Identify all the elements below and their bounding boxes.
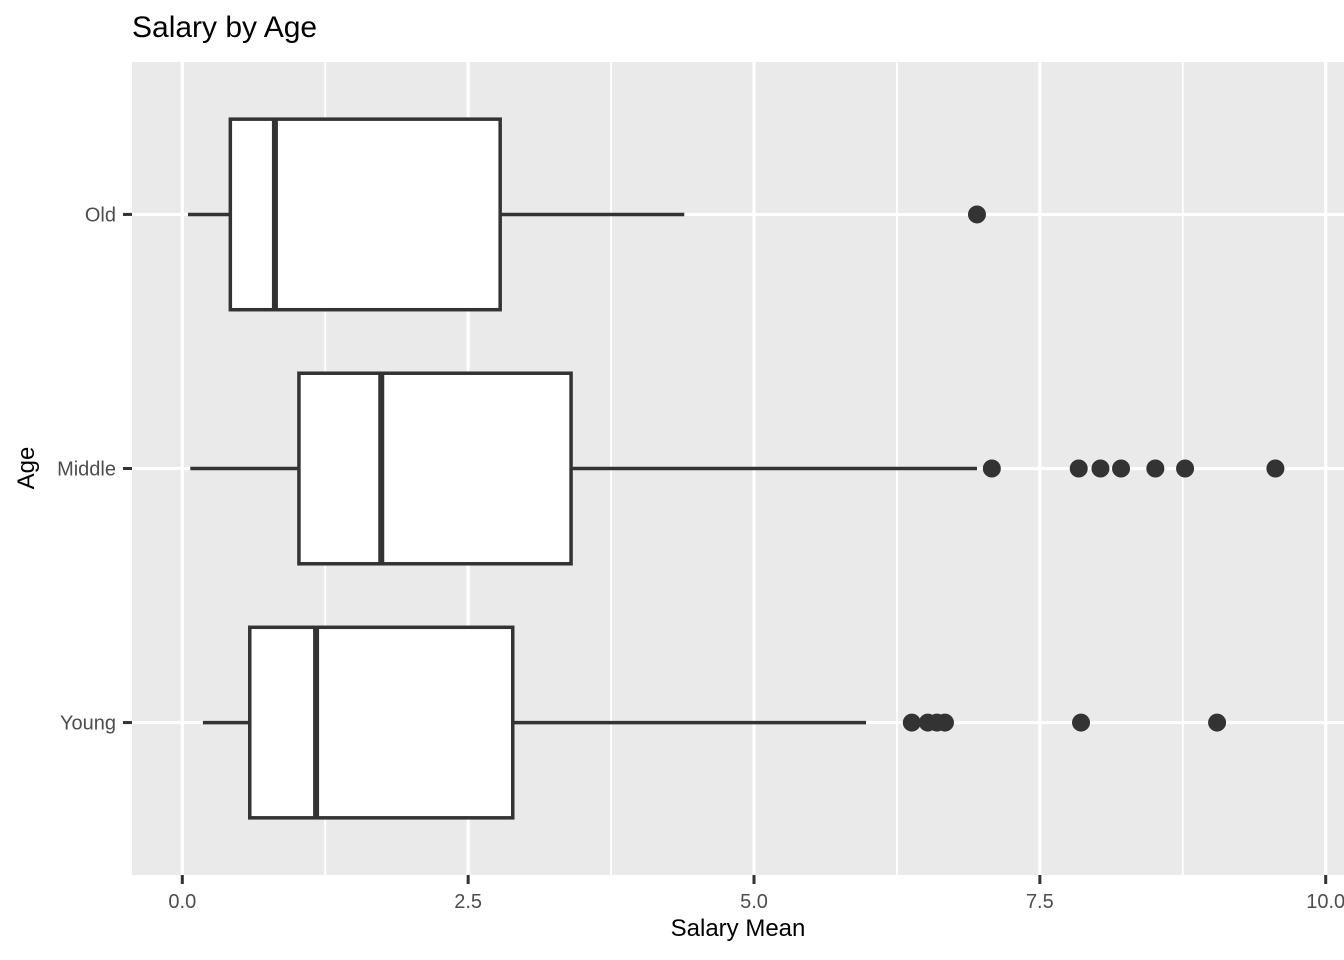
boxplot-young-outlier-point <box>935 713 954 732</box>
y-axis-title: Age <box>13 446 40 490</box>
boxplot-middle-outlier-point <box>1091 459 1110 478</box>
y-tick-label: Old <box>85 204 116 226</box>
boxplot-middle-outlier-point <box>1146 459 1165 478</box>
boxplot-middle-outlier-point <box>1266 459 1285 478</box>
y-tick-label: Young <box>60 713 116 735</box>
x-tick-label: 0.0 <box>168 891 196 913</box>
chart-title: Salary by Age <box>132 11 318 44</box>
x-tick-label: 10.0 <box>1306 891 1344 913</box>
x-tick-label: 7.5 <box>1026 891 1054 913</box>
boxplot-middle-box <box>297 371 573 566</box>
boxplot-old-outlier-point <box>967 205 986 224</box>
boxplot-young-outlier-point <box>1208 713 1227 732</box>
boxplot-middle-outlier-point <box>1112 459 1131 478</box>
boxplot-middle-outlier-point <box>1176 459 1195 478</box>
boxplot-old-box <box>228 117 502 312</box>
x-tick-label: 5.0 <box>740 891 768 913</box>
boxplot-middle-outlier-point <box>982 459 1001 478</box>
boxplot-young-box <box>248 625 515 820</box>
x-tick-label: 2.5 <box>454 891 482 913</box>
boxplot-young-outlier-point <box>1072 713 1091 732</box>
y-tick-label: Middle <box>57 459 116 481</box>
x-axis-title: Salary Mean <box>670 915 806 942</box>
boxplot-middle-outlier-point <box>1069 459 1088 478</box>
boxplot-young-outlier-point <box>902 713 921 732</box>
